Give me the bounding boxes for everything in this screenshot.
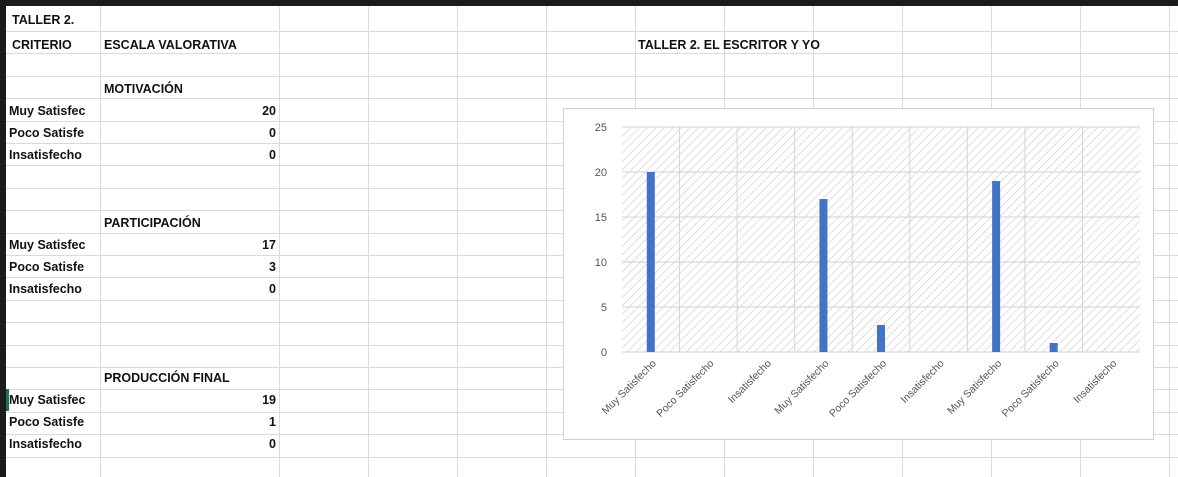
- criterion-label-cell[interactable]: Poco Satisfe: [9, 260, 85, 274]
- criterion-value-cell[interactable]: 17: [262, 238, 276, 252]
- data-bar: [1049, 343, 1058, 352]
- criterion-value-cell[interactable]: 1: [269, 415, 276, 429]
- criterion-value-cell[interactable]: 19: [262, 393, 276, 407]
- criterion-label-cell[interactable]: Muy Satisfec: [9, 104, 86, 118]
- x-category-label: Insatisfecho: [726, 358, 774, 406]
- bar-chart[interactable]: 0 5 10 15 20 25 Muy Satisfecho Poco Satisfecho I…: [563, 108, 1154, 440]
- cell-chart-title[interactable]: TALLER 2. EL ESCRITOR Y YO: [638, 38, 820, 52]
- y-tick-label: 10: [595, 257, 607, 269]
- column-gridline: [1169, 0, 1170, 477]
- row-gridline: [0, 98, 1178, 99]
- x-category-label: Muy Satisfecho: [772, 358, 831, 417]
- row-gridline: [0, 31, 1178, 32]
- x-category-label: Insatisfecho: [1071, 358, 1119, 406]
- y-tick-label: 15: [595, 212, 607, 224]
- section-heading[interactable]: MOTIVACIÓN: [104, 82, 183, 96]
- data-bar: [646, 172, 655, 352]
- column-gridline: [546, 0, 547, 477]
- selected-row-indicator: [6, 389, 9, 411]
- x-category-label: Poco Satisfecho: [654, 358, 716, 420]
- y-tick-label: 20: [595, 167, 607, 179]
- row-gridline: [0, 53, 1178, 54]
- x-category-label: Muy Satisfecho: [600, 358, 659, 417]
- criterion-label-cell[interactable]: Poco Satisfe: [9, 415, 85, 429]
- cell-header-criterio[interactable]: CRITERIO: [12, 38, 72, 52]
- column-gridline: [457, 0, 458, 477]
- criterion-value-cell[interactable]: 20: [262, 104, 276, 118]
- criterion-value-cell[interactable]: 0: [269, 282, 276, 296]
- criterion-label-cell[interactable]: Poco Satisfe: [9, 126, 85, 140]
- y-tick-label: 0: [601, 347, 607, 359]
- criterion-label-cell[interactable]: Insatisfecho: [9, 437, 82, 451]
- row-gridline: [0, 76, 1178, 77]
- x-category-label: Muy Satisfecho: [945, 358, 1004, 417]
- row-gridline: [0, 457, 1178, 458]
- criterion-label-cell[interactable]: Muy Satisfec: [9, 238, 86, 252]
- x-category-label: Poco Satisfecho: [1000, 358, 1062, 420]
- data-bar: [992, 181, 1001, 352]
- cell-title[interactable]: TALLER 2.: [12, 13, 75, 27]
- column-gridline: [279, 0, 280, 477]
- criterion-value-cell[interactable]: 0: [269, 437, 276, 451]
- criterion-label-cell[interactable]: Insatisfecho: [9, 282, 82, 296]
- plot-area: [622, 127, 1140, 352]
- y-tick-label: 5: [601, 302, 607, 314]
- criterion-value-cell[interactable]: 0: [269, 126, 276, 140]
- data-bar: [877, 325, 885, 352]
- y-tick-label: 25: [595, 122, 607, 134]
- section-heading[interactable]: PRODUCCIÓN FINAL: [104, 371, 230, 385]
- x-category-label: Insatisfecho: [899, 358, 947, 406]
- section-heading[interactable]: PARTICIPACIÓN: [104, 216, 201, 230]
- window-top-edge: [0, 0, 1178, 6]
- cell-header-escala[interactable]: ESCALA VALORATIVA: [104, 38, 237, 52]
- window-left-edge: [0, 0, 6, 477]
- data-bar: [819, 199, 828, 352]
- criterion-label-cell[interactable]: Muy Satisfec: [9, 393, 86, 407]
- column-gridline: [100, 0, 101, 477]
- criterion-value-cell[interactable]: 0: [269, 148, 276, 162]
- criterion-value-cell[interactable]: 3: [269, 260, 276, 274]
- column-gridline: [368, 0, 369, 477]
- criterion-label-cell[interactable]: Insatisfecho: [9, 148, 82, 162]
- x-category-label: Poco Satisfecho: [827, 358, 889, 420]
